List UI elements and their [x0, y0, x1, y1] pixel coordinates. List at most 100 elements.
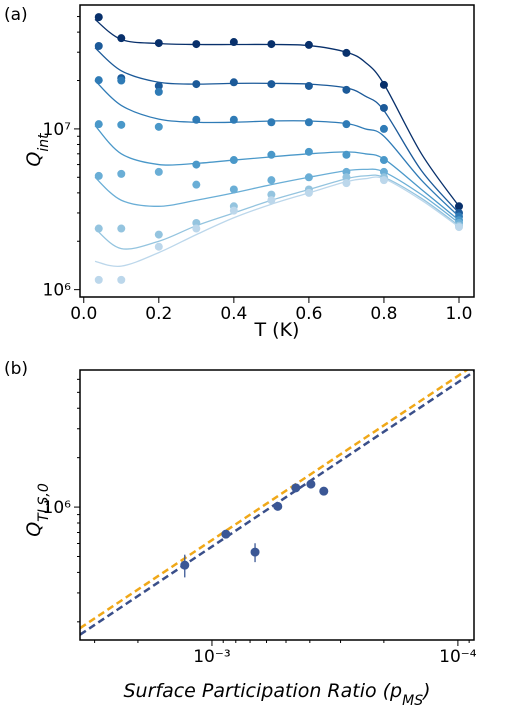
x-axis-label-sub: MS: [402, 693, 423, 707]
data-point: [304, 40, 313, 49]
data-point: [342, 120, 351, 129]
data-point: [306, 479, 316, 489]
data-point: [267, 196, 276, 205]
data-point: [342, 85, 351, 94]
data-point: [379, 103, 388, 112]
x-tick-label: 0.8: [370, 304, 397, 324]
data-point: [342, 179, 351, 188]
data-point: [379, 156, 388, 165]
x-tick-label: 0.2: [145, 304, 172, 324]
data-point: [267, 176, 276, 185]
data-point: [342, 150, 351, 159]
data-point: [94, 224, 103, 233]
data-point: [192, 180, 201, 189]
data-point: [192, 224, 201, 233]
data-point: [273, 501, 283, 511]
x-axis-label: Surface Participation Ratio (pMS): [123, 680, 430, 707]
data-point: [154, 81, 163, 90]
data-point: [454, 202, 463, 211]
data-point: [267, 80, 276, 89]
x-tick-label: 10⁻⁴: [439, 647, 477, 667]
data-point: [180, 560, 190, 570]
fit-line: [80, 370, 470, 630]
x-tick-label: 0.6: [295, 304, 322, 324]
data-point: [304, 188, 313, 197]
data-point: [117, 120, 126, 129]
data-point: [250, 547, 260, 557]
x-tick-label: 1.0: [445, 304, 472, 324]
y-tick-label: 10⁷: [43, 120, 72, 140]
data-point: [94, 41, 103, 50]
data-point: [154, 242, 163, 251]
data-point: [154, 122, 163, 131]
data-point: [94, 13, 103, 22]
data-point: [117, 275, 126, 284]
data-point: [117, 76, 126, 85]
data-point: [94, 171, 103, 180]
data-point: [454, 223, 463, 232]
x-tick-label: 0.4: [220, 304, 247, 324]
y-axis-label: QTLS,0: [23, 483, 52, 537]
x-tick-label: 0.0: [70, 304, 97, 324]
y-tick-label: 10⁶: [43, 498, 72, 518]
data-point: [304, 173, 313, 182]
data-point: [192, 80, 201, 89]
data-point: [267, 40, 276, 49]
data-point: [379, 124, 388, 133]
y-axis-label: Qint: [23, 133, 52, 167]
data-point: [304, 147, 313, 156]
data-point: [117, 224, 126, 233]
fit-curve: [94, 168, 460, 224]
data-point: [267, 150, 276, 159]
data-point: [117, 34, 126, 43]
y-axis-label-main: Q: [23, 152, 45, 167]
data-point: [94, 275, 103, 284]
data-point: [192, 40, 201, 49]
data-point: [379, 80, 388, 89]
data-point: [229, 185, 238, 194]
data-point: [154, 39, 163, 48]
data-point: [267, 190, 276, 199]
data-point: [94, 120, 103, 129]
y-tick-label: 10⁶: [43, 281, 72, 301]
fit-curve: [94, 80, 460, 218]
data-point: [342, 48, 351, 57]
panel-label: (b): [4, 359, 28, 379]
panel-label: (a): [4, 5, 28, 25]
data-point: [192, 115, 201, 124]
axes-frame: [79, 4, 475, 298]
axes-frame: [79, 369, 475, 641]
data-point: [342, 173, 351, 182]
fit-curve: [94, 18, 460, 207]
data-point: [221, 529, 231, 539]
data-point: [304, 118, 313, 127]
data-point: [94, 76, 103, 85]
data-point: [229, 206, 238, 215]
y-axis-label-main: Q: [23, 522, 45, 537]
data-point: [379, 176, 388, 185]
fit-curve: [94, 47, 460, 214]
data-point: [229, 115, 238, 124]
fit-curve: [94, 176, 460, 268]
data-point: [117, 169, 126, 178]
data-point: [154, 167, 163, 176]
data-point: [319, 486, 329, 496]
data-point: [267, 118, 276, 127]
data-point: [304, 81, 313, 90]
data-point: [154, 230, 163, 239]
data-point: [229, 156, 238, 165]
x-tick-label: 10⁻³: [193, 647, 230, 667]
data-point: [229, 78, 238, 87]
y-axis-label-sub: TLS,0: [36, 483, 52, 522]
fit-curve: [94, 174, 460, 250]
data-point: [229, 38, 238, 47]
data-point: [154, 87, 163, 96]
data-point: [291, 483, 301, 493]
data-point: [192, 160, 201, 169]
plot-area: [94, 13, 463, 284]
x-axis-label-end: ): [421, 680, 430, 702]
x-axis-label: T (K): [254, 319, 300, 341]
x-axis-label-main: Surface Participation Ratio (p: [123, 680, 402, 702]
plot-area: [80, 370, 474, 636]
